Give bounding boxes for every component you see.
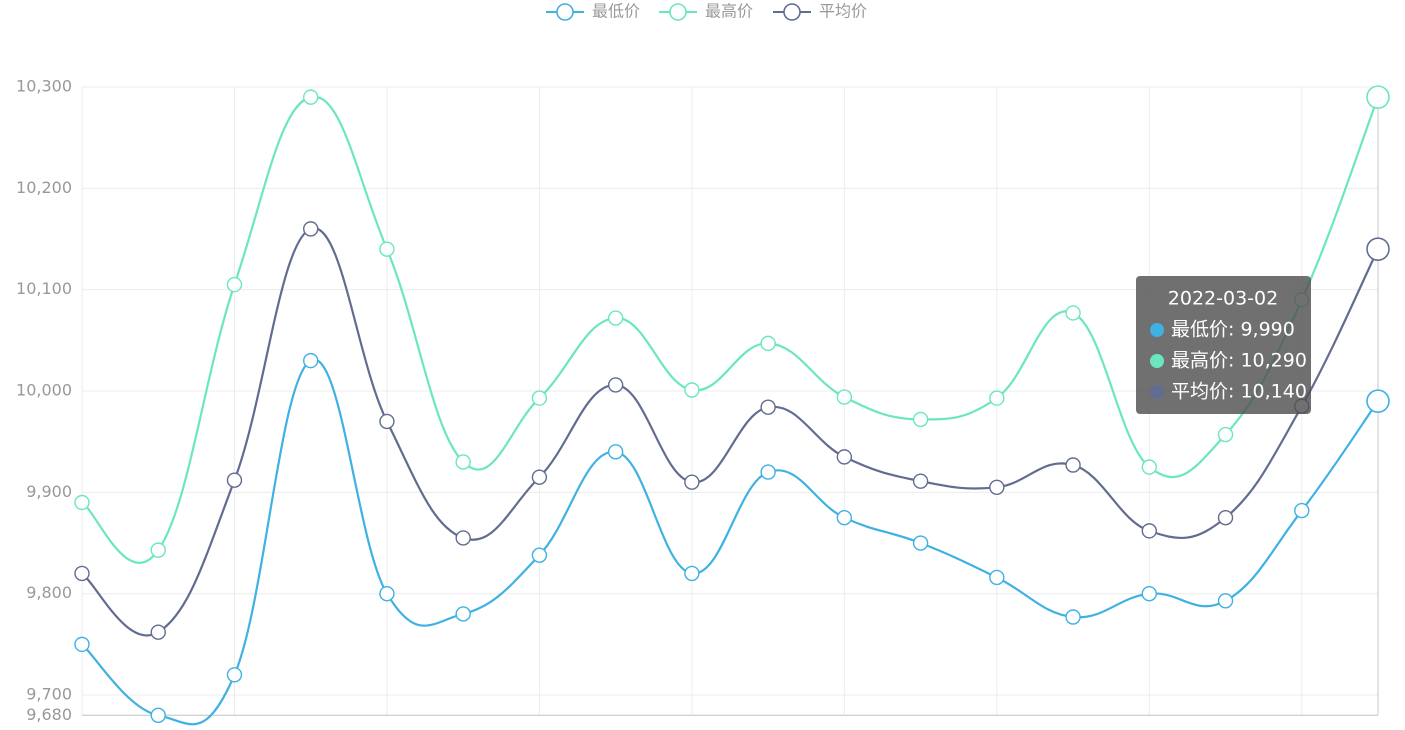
x-tick-label: 2022-03-01 [1255, 727, 1348, 730]
point [1141, 585, 1157, 602]
lines [74, 85, 1390, 726]
y-tick-label: 10,300 [16, 77, 72, 96]
point [760, 399, 776, 415]
point [150, 707, 166, 723]
legend-label: 最高价 [705, 2, 753, 21]
tooltip-dot [1150, 323, 1164, 337]
point [531, 390, 548, 406]
y-tick-label: 9,700 [26, 685, 72, 704]
point [379, 241, 395, 257]
legend-label: 平均价 [819, 2, 867, 21]
point [912, 535, 929, 551]
point [607, 444, 624, 460]
point [531, 547, 548, 563]
point [1217, 593, 1234, 609]
tooltip-line: 最低价: 9,990 [1171, 319, 1295, 341]
point [912, 473, 929, 489]
point [226, 472, 243, 488]
x-tick-label: 2022-02-11 [340, 727, 433, 730]
point [989, 569, 1005, 586]
y-tick-label: 10,000 [16, 381, 72, 400]
point [150, 542, 166, 558]
tooltip-line: 最高价: 10,290 [1171, 350, 1307, 372]
legend: 最低价 最高价 平均价 [546, 2, 867, 21]
y-tick-label: 10,200 [16, 178, 72, 197]
legend-icon [556, 3, 574, 21]
point [760, 464, 776, 480]
point [74, 494, 90, 511]
point [1217, 426, 1234, 443]
point [226, 667, 243, 683]
point [989, 479, 1005, 495]
tooltip: 2022-03-02 最低价: 9,990 最高价: 10,290 平均价: 10,1… [1136, 276, 1311, 414]
point [1065, 609, 1081, 625]
series-line [81, 227, 1379, 637]
point [607, 310, 624, 326]
point [1217, 509, 1234, 526]
point [74, 636, 90, 653]
legend-icon [783, 3, 801, 21]
point [836, 389, 853, 405]
y-tick-label: 10,100 [16, 279, 72, 298]
point [912, 411, 929, 428]
point [455, 530, 471, 546]
point [455, 454, 471, 470]
point [1141, 459, 1157, 475]
tooltip-box [1136, 276, 1311, 414]
point [150, 624, 166, 640]
tooltip-line: 平均价: 10,140 [1171, 381, 1307, 403]
x-tick-label: 2022-02-15 [493, 727, 586, 730]
point [760, 335, 776, 352]
point [1366, 85, 1390, 109]
point [531, 469, 548, 485]
point [1294, 502, 1310, 519]
x-tick-label: 2022-02-07 [36, 727, 129, 730]
point [379, 585, 395, 602]
x-tick-label: 2022-02-17 [645, 727, 738, 730]
point [836, 449, 853, 465]
legend-icon [669, 3, 687, 21]
x-tick-label: 2022-02-09 [188, 727, 281, 730]
point [379, 413, 395, 430]
series-line [81, 358, 1379, 726]
point [303, 89, 319, 105]
point [684, 474, 700, 490]
point [684, 565, 700, 582]
point [989, 390, 1005, 406]
x-tick-label: 2022-02-21 [798, 727, 891, 730]
tooltip-dot [1150, 385, 1164, 399]
point [226, 276, 243, 293]
y-tick-label: 9,680 [26, 705, 72, 724]
y-tick-label: 9,800 [26, 583, 72, 602]
point [455, 606, 471, 622]
tooltip-title: 2022-03-02 [1168, 288, 1278, 310]
point [836, 509, 853, 526]
x-tick-label: 2022-02-23 [950, 727, 1043, 730]
point [1065, 305, 1081, 321]
point [607, 377, 624, 393]
point [1366, 237, 1390, 261]
point [1065, 457, 1081, 473]
point [74, 565, 90, 582]
legend-label: 最低价 [592, 2, 640, 21]
x-tick-label: 2022-02-25 [1103, 727, 1196, 730]
y-tick-label: 9,900 [26, 482, 72, 501]
point [303, 352, 319, 369]
point [1141, 523, 1157, 539]
point [303, 221, 319, 237]
point [684, 382, 700, 398]
tooltip-dot [1150, 354, 1164, 368]
point [1366, 389, 1390, 413]
